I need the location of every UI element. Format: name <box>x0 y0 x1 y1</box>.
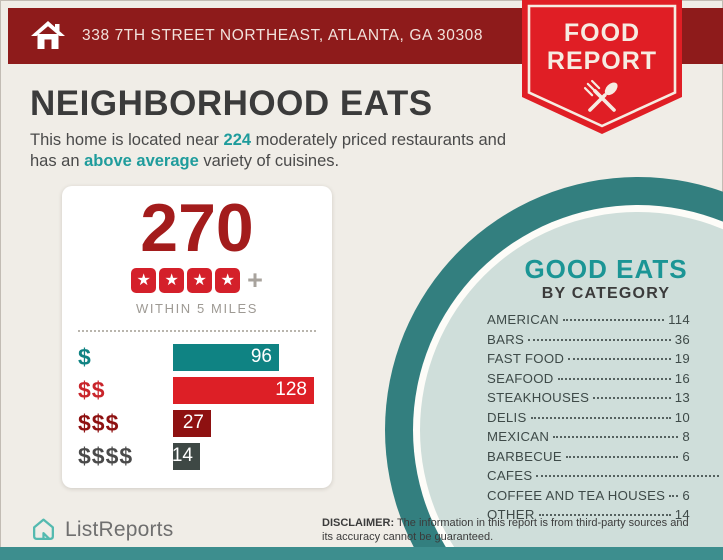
category-name: CAFES <box>487 468 533 483</box>
intro-part3: variety of cuisines. <box>198 152 340 171</box>
ribbon-line1: FOOD <box>564 19 640 47</box>
dotted-leader <box>553 436 679 438</box>
house-icon <box>31 21 65 49</box>
category-value: 6 <box>682 487 690 503</box>
dotted-leader <box>530 416 671 419</box>
price-bar-row: $96 <box>78 343 332 371</box>
category-value: 114 <box>668 312 690 327</box>
category-list: AMERICAN 114 BARS 36 FAST FOOD 19 SEAFOOD 16 STE… <box>487 312 719 527</box>
intro-part2: moderately priced restaurants and has an <box>30 131 507 171</box>
category-row: COFFEE AND TEA HOUSES 6 <box>487 488 690 508</box>
plus-icon: + <box>247 264 263 295</box>
dotted-leader <box>538 514 671 516</box>
dotted-leader <box>528 338 671 341</box>
category-name: BARBECUE <box>487 448 562 464</box>
category-name: AMERICAN <box>487 312 560 327</box>
dotted-leader <box>557 377 671 380</box>
intro-part1: This home is located near <box>30 131 224 149</box>
dotted-leader <box>593 397 671 399</box>
category-name: STEAKHOUSES <box>487 390 590 405</box>
house-outline-icon <box>33 518 54 540</box>
food-report-ribbon: FOOD REPORT <box>520 0 684 143</box>
dotted-leader <box>669 494 679 497</box>
star-icon: ★ <box>159 267 185 293</box>
price-bar: 96 <box>173 343 279 371</box>
category-value: 36 <box>674 331 690 347</box>
category-name: DELIS <box>487 409 527 425</box>
good-eats-title: GOOD EATS <box>524 254 688 284</box>
disclaimer-text: DISCLAIMER: The information in this repo… <box>322 517 694 545</box>
category-row: CAFES <box>487 468 723 488</box>
category-row: DELIS 10 <box>487 410 690 430</box>
dotted-leader <box>536 475 719 477</box>
disclaimer-label: DISCLAIMER: <box>322 517 395 529</box>
price-bar-value: 96 <box>250 346 272 368</box>
category-row: FAST FOOD 19 <box>487 351 690 371</box>
price-bar: 128 <box>173 376 314 404</box>
restaurant-count-highlight: 224 <box>223 131 252 149</box>
category-name: OTHER <box>487 507 535 522</box>
star-icon: ★ <box>187 267 213 293</box>
price-tier-label: $$ <box>78 376 106 403</box>
price-bar-row: $$$$ 14 <box>78 442 332 470</box>
price-bar-value: 128 <box>275 379 307 401</box>
price-tier-label: $ <box>78 343 92 370</box>
dotted-leader <box>565 455 679 458</box>
category-name: SEAFOOD <box>487 370 554 386</box>
price-tier-label: $$$ <box>78 409 120 436</box>
price-bar: 14 <box>171 442 200 470</box>
category-value: 6 <box>682 448 690 464</box>
listreports-logo: ListReports <box>30 516 173 543</box>
category-name: COFFEE AND TEA HOUSES <box>487 487 666 503</box>
category-name: BARS <box>487 331 525 347</box>
dotted-leader <box>563 319 665 321</box>
radius-label: WITHIN 5 MILES <box>135 300 259 316</box>
restaurant-stats-card: 270 ★ ★ ★ ★ + WITHIN 5 MILES $96 $$ 128 $$$ 27 $$… <box>62 186 332 488</box>
category-row: AMERICAN 114 <box>487 312 690 332</box>
dotted-divider <box>78 329 316 332</box>
category-value: 14 <box>674 507 690 522</box>
page-title: NEIGHBORHOOD EATS <box>30 84 433 123</box>
price-bar-value: 27 <box>182 412 204 434</box>
category-name: MEXICAN <box>487 429 550 444</box>
dotted-leader <box>568 358 671 360</box>
ribbon-line2: REPORT <box>547 47 657 75</box>
property-address: 338 7TH STREET NORTHEAST, ATLANTA, GA 30… <box>82 27 484 44</box>
disclaimer-body: The information in this report is from t… <box>322 517 689 543</box>
bottom-accent-bar <box>0 547 723 560</box>
category-row: BARS 36 <box>487 332 690 352</box>
star-rating: ★ ★ ★ ★ + <box>62 264 332 295</box>
category-value: 13 <box>674 390 690 405</box>
category-value: 16 <box>674 370 690 386</box>
price-bar: 27 <box>173 409 211 437</box>
star-icon: ★ <box>131 267 157 293</box>
good-eats-subtitle: BY CATEGORY <box>541 285 671 302</box>
price-bar-chart: $96 $$ 128 $$$ 27 $$$$ 14 <box>62 343 332 470</box>
price-bar-row: $$ 128 <box>78 376 332 404</box>
intro-text: This home is located near 224 moderately… <box>30 130 517 172</box>
variety-highlight: above average <box>84 152 199 171</box>
category-row: MEXICAN 8 <box>487 429 690 449</box>
category-name: FAST FOOD <box>487 351 565 366</box>
restaurant-count: 270 <box>140 190 254 266</box>
price-tier-label: $$$$ <box>78 442 134 469</box>
category-value: 19 <box>674 351 690 366</box>
brand-name: ListReports <box>65 517 174 541</box>
category-row: SEAFOOD 16 <box>487 371 690 391</box>
category-value: 8 <box>682 429 690 444</box>
price-bar-value: 14 <box>171 445 193 467</box>
category-value: 10 <box>674 409 690 425</box>
price-bar-row: $$$ 27 <box>78 409 332 437</box>
category-row: OTHER 14 <box>487 507 690 527</box>
star-icon: ★ <box>215 267 241 293</box>
category-row: STEAKHOUSES 13 <box>487 390 690 410</box>
crossed-spoon-and-fork-icon <box>583 79 618 112</box>
category-row: BARBECUE 6 <box>487 449 690 469</box>
